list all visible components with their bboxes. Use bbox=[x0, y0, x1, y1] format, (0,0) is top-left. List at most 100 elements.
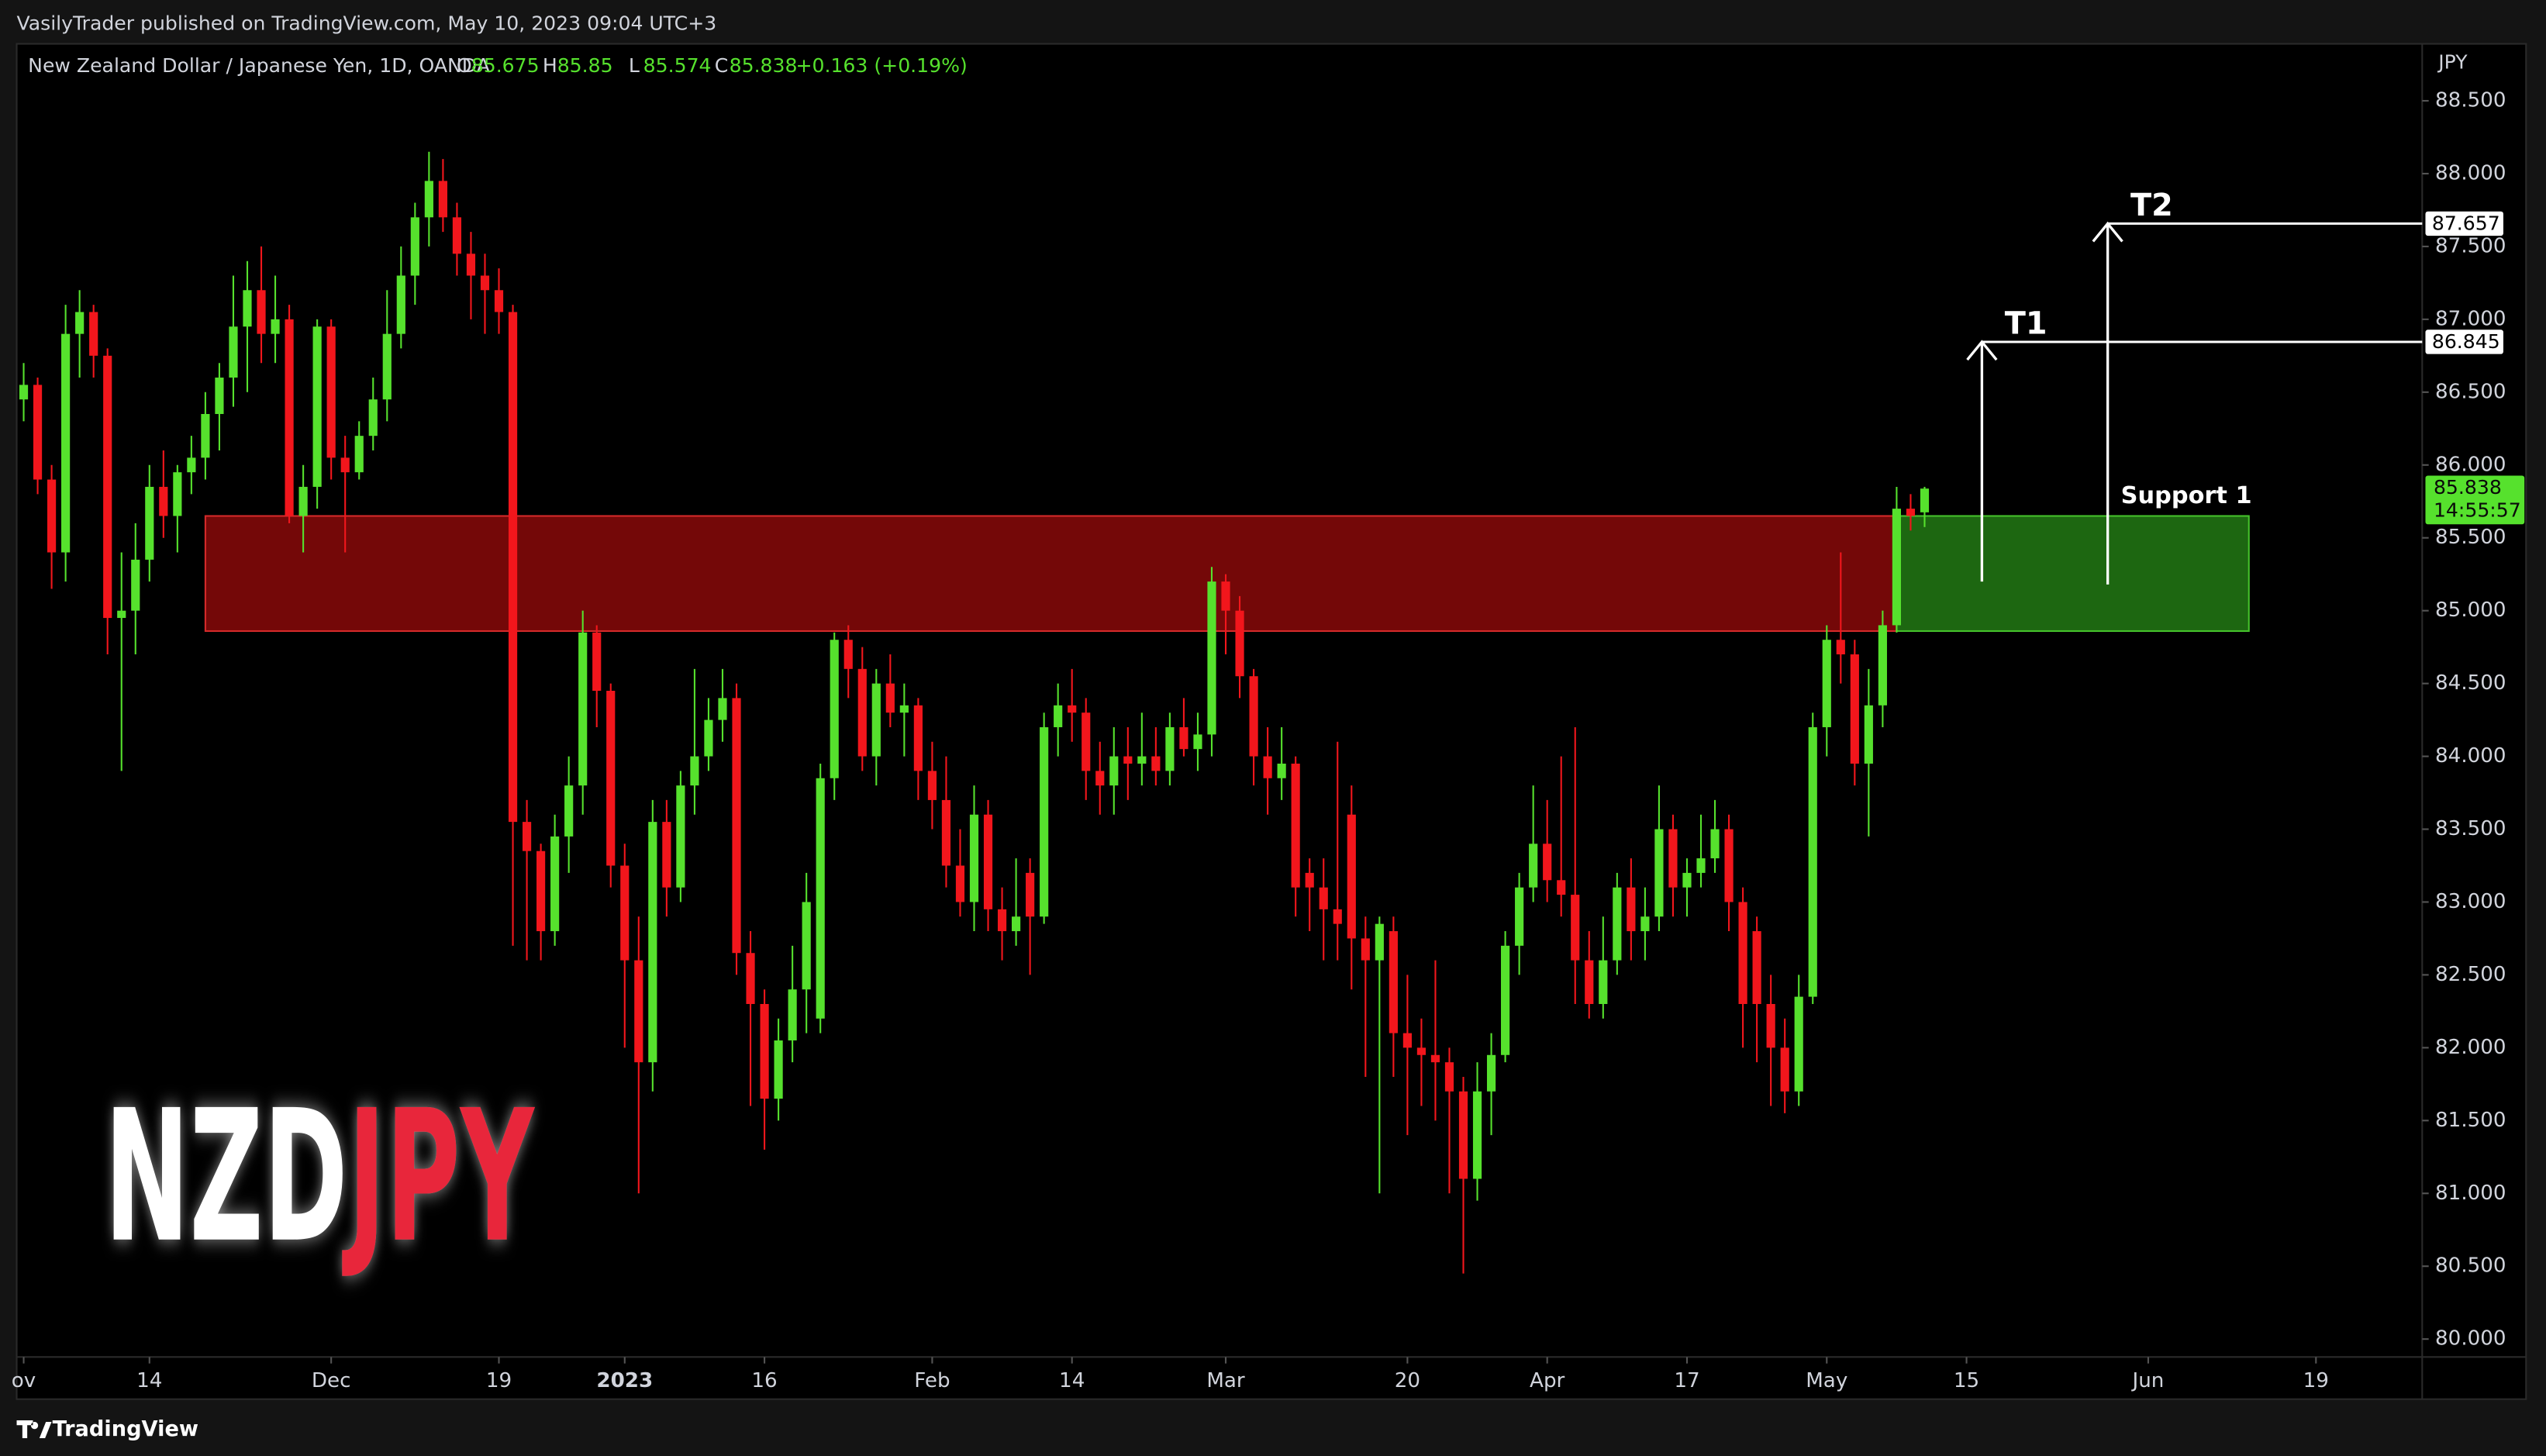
candle-body bbox=[1892, 509, 1902, 626]
candle-body bbox=[271, 319, 280, 334]
target-tag bbox=[2425, 329, 2503, 354]
candle-body bbox=[1207, 581, 1216, 735]
x-tick-label: 14 bbox=[1059, 1369, 1085, 1392]
candle-body bbox=[1836, 640, 1845, 655]
candle-body bbox=[830, 640, 839, 778]
candle-body bbox=[1710, 829, 1720, 859]
candle-body bbox=[1599, 960, 1608, 1004]
x-tick-label: 17 bbox=[1674, 1369, 1699, 1392]
candle-body bbox=[1430, 1054, 1440, 1063]
candle-body bbox=[1906, 509, 1916, 516]
y-tick-label: 87.500 bbox=[2435, 234, 2506, 257]
x-tick-label: ov bbox=[12, 1369, 36, 1392]
candle-body bbox=[1808, 726, 1817, 997]
y-tick-label: 83.000 bbox=[2435, 890, 2506, 913]
watermark: NZDJPY bbox=[105, 1071, 536, 1283]
x-tick-label: 14 bbox=[136, 1369, 162, 1392]
candle-body bbox=[1109, 756, 1119, 786]
ohlc-change: +0.163 (+0.19%) bbox=[795, 54, 967, 77]
candle-body bbox=[843, 640, 853, 669]
candle-body bbox=[1444, 1062, 1454, 1092]
candle-body bbox=[201, 413, 210, 458]
watermark-quote: JPY bbox=[342, 1071, 535, 1283]
candle-body bbox=[885, 683, 895, 713]
candle-body bbox=[871, 683, 881, 757]
candle-body bbox=[159, 486, 168, 516]
candle-body bbox=[746, 953, 755, 1004]
y-tick-label: 81.000 bbox=[2435, 1182, 2506, 1205]
candle-body bbox=[1416, 1047, 1427, 1055]
candle-body bbox=[1501, 945, 1510, 1055]
x-tick-label: Apr bbox=[1530, 1369, 1565, 1392]
y-tick-label: 88.500 bbox=[2435, 88, 2506, 112]
candle-body bbox=[1515, 887, 1524, 946]
candle-body bbox=[1585, 960, 1594, 1004]
candle-body bbox=[1822, 640, 1831, 727]
candle-body bbox=[1347, 814, 1356, 939]
y-tick-label: 85.500 bbox=[2435, 526, 2506, 549]
candle-body bbox=[913, 705, 923, 771]
y-tick-label: 81.500 bbox=[2435, 1109, 2506, 1132]
candle-body bbox=[1011, 916, 1021, 932]
candle-body bbox=[424, 181, 433, 218]
ohlc-label: O bbox=[457, 54, 472, 77]
candle-body bbox=[1458, 1091, 1468, 1179]
candle-body bbox=[229, 326, 238, 378]
brand-logo bbox=[16, 1420, 52, 1438]
target-label: T2 bbox=[2130, 188, 2173, 223]
x-tick-label: Feb bbox=[914, 1369, 950, 1392]
candle-body bbox=[1780, 1047, 1789, 1092]
target-label: T1 bbox=[2005, 306, 2047, 342]
candle-body bbox=[620, 865, 630, 961]
candle-body bbox=[508, 312, 518, 823]
candle-body bbox=[1361, 938, 1370, 961]
candle-body bbox=[1878, 625, 1887, 706]
y-tick-label: 87.000 bbox=[2435, 307, 2506, 330]
x-tick-label: 2023 bbox=[596, 1369, 653, 1392]
currency: JPY bbox=[2437, 51, 2468, 74]
x-tick-label: Jun bbox=[2130, 1369, 2164, 1392]
candle-body bbox=[1668, 829, 1678, 888]
candle-body bbox=[857, 668, 867, 757]
candle-body bbox=[1627, 887, 1636, 932]
y-tick-label: 86.000 bbox=[2435, 453, 2506, 476]
candle-body bbox=[997, 909, 1007, 932]
candle-body bbox=[1766, 1003, 1775, 1048]
candle-body bbox=[1277, 763, 1286, 778]
target-tag-label: 87.657 bbox=[2432, 212, 2500, 234]
candle-body bbox=[1654, 829, 1664, 917]
candle-body bbox=[257, 290, 266, 334]
ohlc-label: L bbox=[629, 54, 640, 77]
target-tag-label: 86.845 bbox=[2432, 330, 2500, 353]
candle-body bbox=[1724, 829, 1734, 902]
candle-body bbox=[1123, 756, 1133, 764]
x-tick-label: 19 bbox=[2303, 1369, 2329, 1392]
ohlc-value: 85.574 bbox=[643, 54, 712, 77]
y-tick-label: 82.500 bbox=[2435, 963, 2506, 986]
y-tick-label: 84.500 bbox=[2435, 671, 2506, 695]
x-tick-label: Dec bbox=[312, 1369, 351, 1392]
candle-body bbox=[480, 275, 490, 291]
candle-body bbox=[704, 719, 713, 757]
candle-body bbox=[941, 799, 951, 866]
candle-body bbox=[1137, 756, 1147, 764]
published-note: VasilyTrader published on TradingView.co… bbox=[17, 12, 717, 34]
candle-body bbox=[1151, 756, 1161, 771]
candle-body bbox=[173, 472, 182, 516]
candle-body bbox=[955, 865, 965, 902]
candle-body bbox=[592, 632, 602, 692]
x-tick-label: 16 bbox=[751, 1369, 777, 1392]
candle-body bbox=[47, 479, 57, 553]
candle-body bbox=[1402, 1033, 1412, 1048]
candle-body bbox=[187, 457, 196, 473]
zone bbox=[1896, 515, 2250, 633]
candle-body bbox=[774, 1040, 783, 1099]
candle-body bbox=[298, 486, 308, 516]
x-tick-label: 15 bbox=[1954, 1369, 1979, 1392]
candle-body bbox=[1291, 763, 1300, 888]
ohlc-value: 85.675 bbox=[471, 54, 540, 77]
candle-body bbox=[578, 632, 588, 786]
candle-body bbox=[550, 836, 560, 932]
